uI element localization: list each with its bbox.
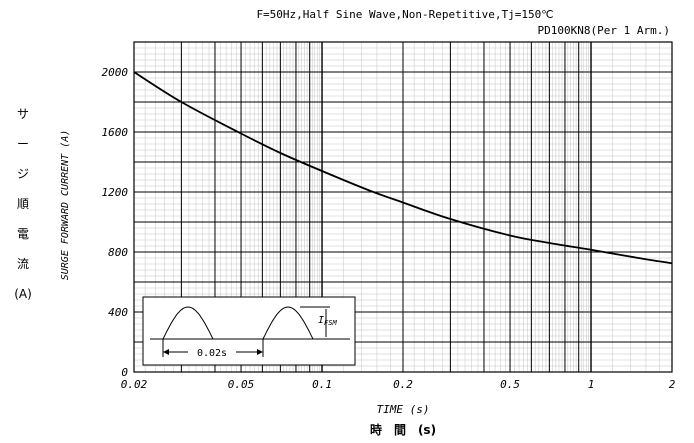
x-tick-label: 0.05: [228, 378, 255, 391]
x-tick-label: 2: [669, 378, 676, 391]
inset-half-sine-1: [162, 306, 214, 340]
inset-arrow-left: [163, 349, 169, 355]
inset-waveform-diagram: 0.02s IFSM: [142, 296, 356, 366]
y-tick-label: 400: [108, 306, 128, 319]
y-tick-label: 1200: [102, 186, 129, 199]
x-axis-label-jp: 時 間 (s): [370, 422, 436, 437]
chart-subtitle: PD100KN8(Per 1 Arm.): [538, 24, 670, 37]
inset-ifsm-label: IFSM: [318, 315, 337, 327]
y-axis-label-jp-char: 順: [17, 197, 29, 211]
y-tick-labels: 0 400 800 1200 1600 2000: [102, 66, 129, 379]
y-axis-label-jp-char: ジ: [17, 167, 29, 181]
x-tick-label: 0.1: [312, 378, 332, 391]
plot-frame: [133, 41, 673, 373]
series-group: [133, 71, 673, 265]
y-tick-label: 0: [121, 366, 128, 379]
x-tick-label: 1: [588, 378, 595, 391]
series-line-0: [133, 71, 673, 265]
x-tick-label: 0.2: [393, 378, 413, 391]
y-tick-label: 2000: [102, 66, 129, 79]
inset-arrow-right: [257, 349, 263, 355]
x-tick-label: 0.5: [500, 378, 520, 391]
inset-half-sine-2: [262, 306, 314, 340]
y-axis-label-jp-char: ー: [17, 137, 29, 151]
chart-title: F=50Hz,Half Sine Wave,Non-Repetitive,Tj=…: [256, 8, 553, 21]
x-tick-label: 0.02: [121, 378, 148, 391]
y-axis-label: SURGE FORWARD CURRENT (A): [60, 130, 71, 281]
y-tick-label: 800: [108, 246, 128, 259]
inset-box: [142, 296, 356, 366]
y-axis-label-jp-char: 流: [17, 257, 29, 271]
inset-label-bg: [188, 346, 236, 358]
y-tick-label: 1600: [102, 126, 129, 139]
x-tick-labels: 0.02 0.05 0.1 0.2 0.5 1 2: [121, 378, 676, 391]
y-axis-label-jp-char: (A): [14, 287, 32, 301]
inset-period-label: 0.02s: [197, 348, 227, 359]
y-axis-label-jp-char: サ: [17, 107, 29, 121]
x-axis-label: TIME (s): [377, 403, 430, 416]
y-axis-label-jp-char: 電: [17, 227, 29, 241]
